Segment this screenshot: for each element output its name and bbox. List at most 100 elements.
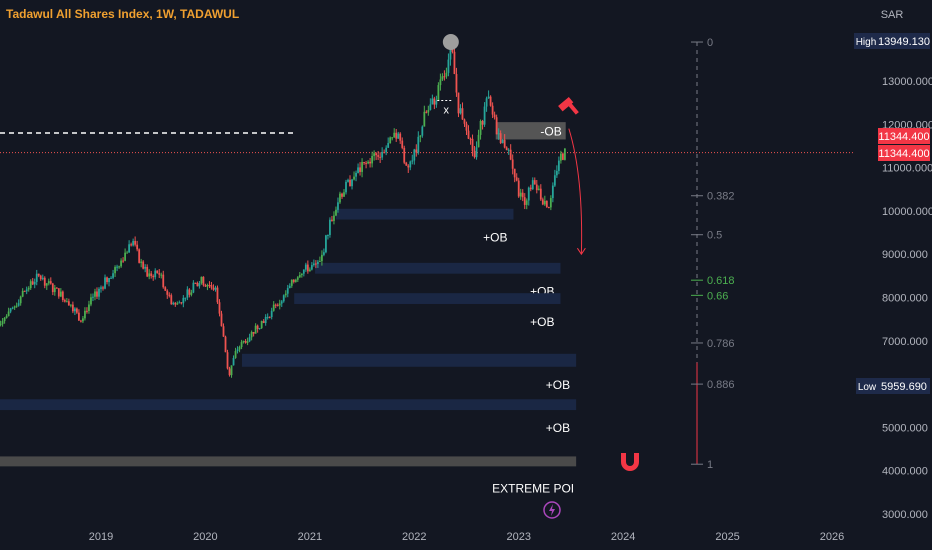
candle-body (104, 277, 106, 289)
candle-body (218, 302, 221, 314)
candle-body (555, 170, 558, 176)
candle-body (254, 325, 257, 334)
fib-level-label: 0.786 (707, 338, 735, 350)
candle-body (174, 302, 177, 305)
candle-body (208, 284, 211, 286)
bullish-ob-label: +OB (546, 378, 570, 392)
candle-body (347, 179, 349, 182)
candle-body (525, 200, 528, 205)
candle-body (13, 306, 16, 308)
candle-body (78, 312, 80, 321)
candle-body (545, 200, 548, 208)
candle-body (140, 261, 143, 263)
candle-body (222, 326, 225, 337)
extreme-poi-zone (0, 456, 577, 467)
candle-body (359, 167, 361, 172)
candle-body (37, 273, 40, 276)
candle-body (306, 264, 309, 272)
candle-body (515, 177, 518, 181)
candle-body (55, 287, 58, 289)
y-tick-label: 7000.000 (882, 336, 928, 348)
candle-body (236, 349, 239, 352)
x-tick-label: 2021 (298, 531, 322, 543)
candle-body (166, 290, 169, 295)
candle-body (232, 358, 235, 366)
candle-body (150, 273, 153, 277)
candle-body (443, 76, 446, 78)
bullish-ob-zone (315, 262, 561, 274)
candle-body (146, 266, 149, 277)
candle-body (136, 244, 139, 250)
candle-body (35, 273, 38, 282)
candle-body (188, 289, 191, 295)
candle-body (49, 281, 52, 284)
high-label: High (856, 37, 877, 48)
candle-body (471, 138, 474, 151)
candle-body (194, 282, 197, 284)
peak-marker-icon (442, 34, 459, 51)
candle-body (349, 179, 351, 187)
x-tick-label: 2023 (506, 531, 530, 543)
candle-body (405, 162, 408, 166)
candle-body (182, 297, 185, 304)
lightning-icon (543, 501, 561, 519)
candle-body (47, 281, 50, 284)
candle-body (65, 301, 68, 303)
price-axis[interactable]: SAR13000.00012000.00011000.00010000.0009… (854, 9, 932, 521)
chart-annotations: x (437, 34, 639, 519)
candle-body (433, 98, 436, 105)
candle-body (553, 175, 556, 186)
candle-body (529, 187, 532, 190)
candle-body (98, 288, 100, 297)
candle-body (216, 287, 219, 303)
time-axis[interactable]: 2019 2020 2021 2022 2023 2024 2025 2026 (89, 531, 844, 543)
current-price-value: 11344.400 (878, 131, 929, 143)
candle-body (19, 296, 22, 304)
candle-body (212, 287, 215, 290)
candle-body (331, 219, 333, 221)
candle-body (92, 296, 94, 298)
high-value: 13949.130 (878, 36, 930, 48)
y-tick-label: 10000.000 (882, 206, 932, 218)
dashed-level-line (0, 132, 855, 154)
fib-level-label: 0.5 (707, 230, 722, 242)
candle-body (228, 368, 231, 376)
candle-body (290, 279, 293, 286)
candle-body (162, 274, 165, 288)
candle-body (0, 324, 2, 326)
candle-body (304, 264, 307, 270)
fib-level-label: 0.886 (707, 379, 735, 391)
candle-body (449, 43, 452, 60)
candle-body (51, 283, 54, 293)
candle-body (495, 117, 498, 135)
candle-body (487, 96, 490, 99)
candle-body (192, 282, 195, 293)
candle-body (268, 316, 271, 318)
candle-body (94, 291, 96, 297)
fib-level-label: 0.382 (707, 191, 735, 203)
candle-body (206, 284, 209, 287)
candle-body (473, 150, 476, 158)
y-tick-label: 13000.000 (882, 76, 932, 88)
candle-body (29, 281, 32, 289)
candle-body (377, 155, 380, 157)
candle-body (86, 310, 88, 312)
low-label: Low (858, 382, 877, 393)
fib-level-label: 0 (707, 37, 713, 49)
candle-body (431, 98, 434, 105)
candle-body (469, 138, 472, 140)
candle-body (564, 148, 566, 160)
candle-body (383, 152, 386, 154)
candle-body (90, 297, 92, 305)
candle-body (176, 303, 179, 305)
candle-body (395, 132, 398, 139)
candle-body (100, 287, 102, 289)
candle-body (3, 317, 6, 322)
candle-body (292, 279, 295, 282)
x-tick-label: 2026 (820, 531, 844, 543)
candle-body (527, 187, 530, 201)
currency-label: SAR (881, 9, 904, 21)
candle-body (298, 275, 301, 278)
candle-body (419, 135, 422, 137)
